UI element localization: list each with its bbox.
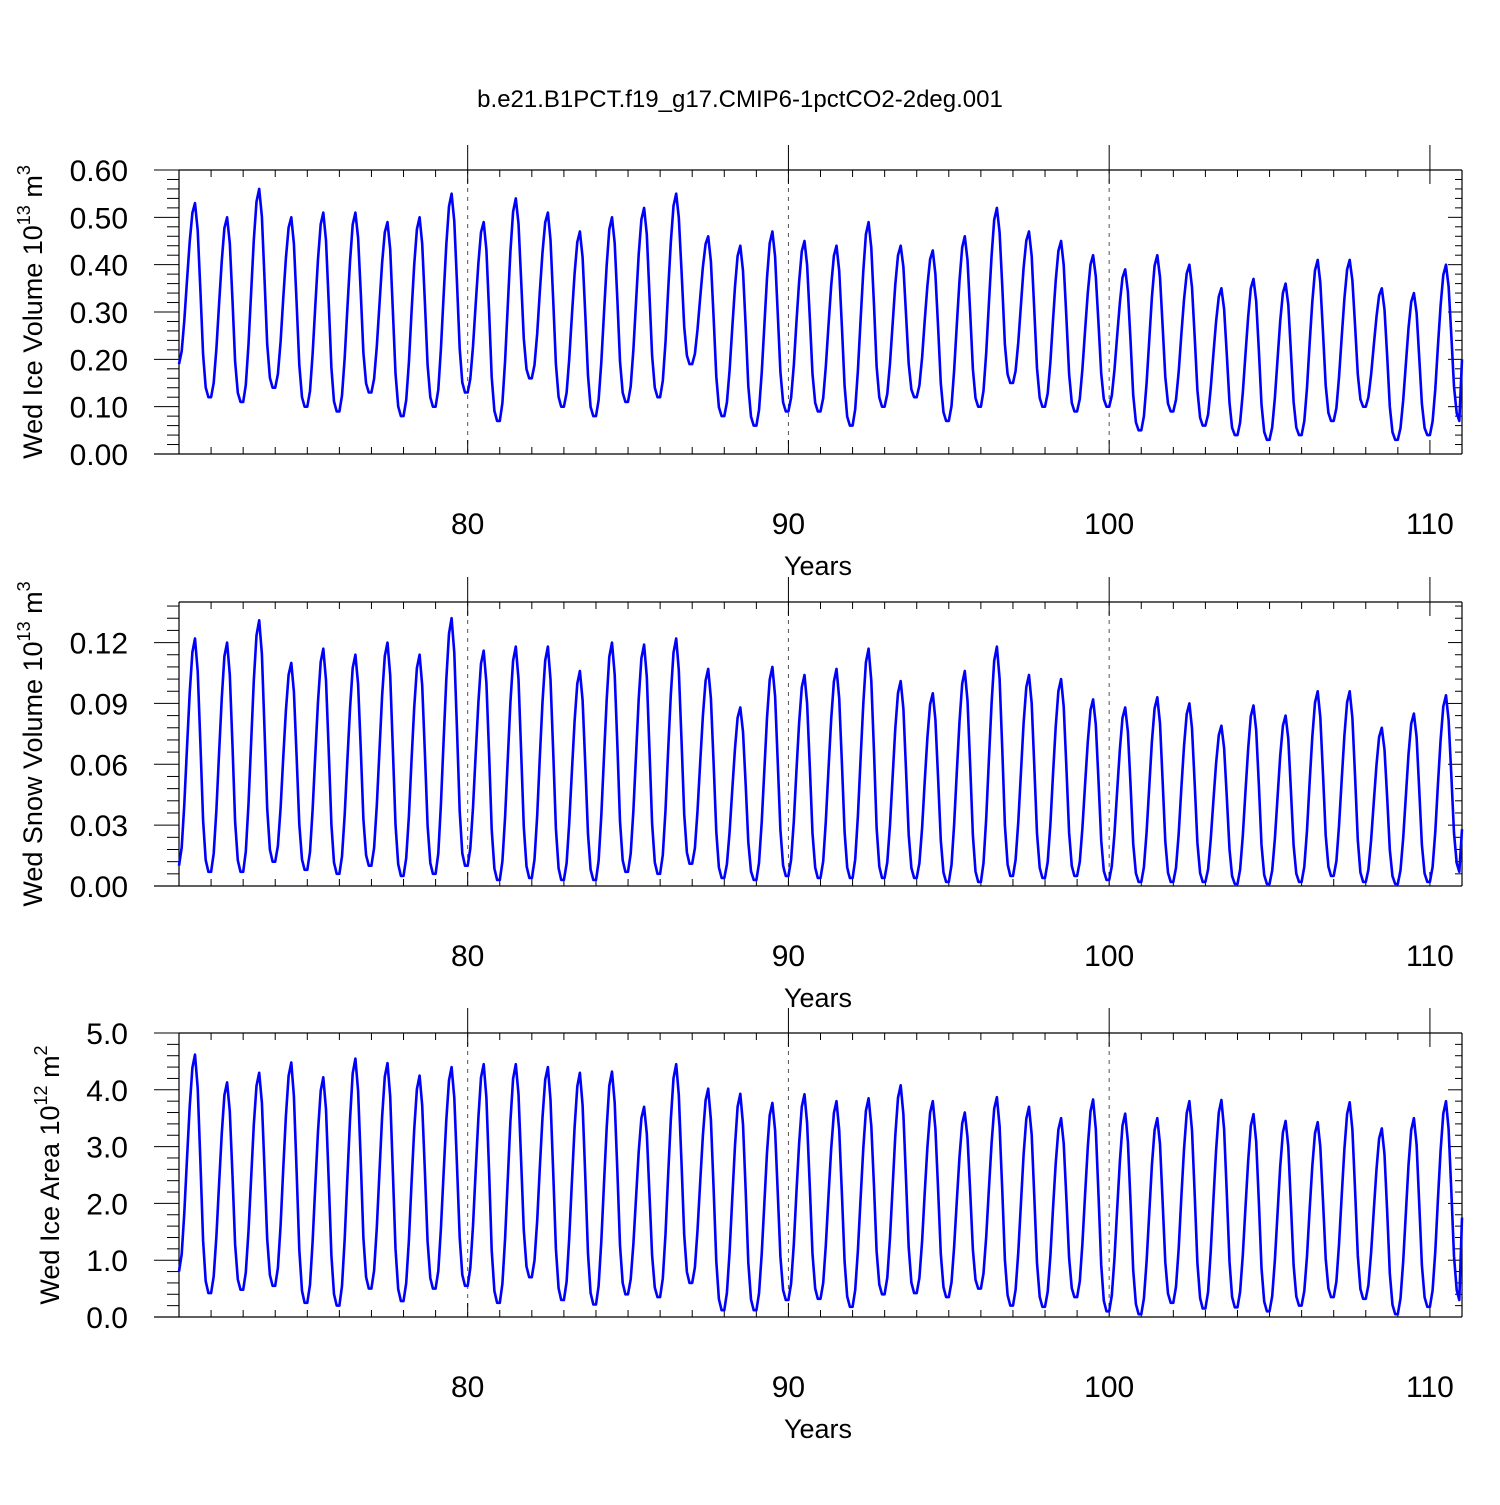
x-axis-label: Years (784, 1414, 852, 1444)
y-axis-label-part: 13 (14, 621, 34, 641)
y-axis-label-part: 3 (14, 165, 34, 175)
x-tick-label: 110 (1406, 1371, 1454, 1404)
series-line (177, 616, 1464, 886)
y-tick-label: 0.00 (70, 871, 128, 904)
y-axis-label-part: 13 (14, 205, 34, 225)
y-tick-label: 0.03 (70, 810, 128, 843)
y-axis-label: Wed Ice Volume 1013 m3 (14, 165, 48, 459)
x-tick-label: 80 (451, 1371, 484, 1404)
y-tick-label: 0.60 (70, 155, 128, 188)
y-tick-label: 0.10 (70, 392, 128, 425)
chart-panel-3: 80 90 100 110 0.0 1.0 2.0 3.0 4.0 5.0 Years Wed Ice… (31, 1008, 1464, 1444)
y-axis-label-part: m (18, 591, 48, 621)
y-axis-label-part: m (18, 175, 48, 205)
chart-panel-2: 80 90 100 110 0.00 0.03 0.06 0.09 0.12 Years Wed S… (14, 577, 1464, 1013)
y-tick-label: 0.06 (70, 749, 128, 782)
x-tick-label: 90 (772, 940, 805, 973)
x-tick-label: 110 (1406, 508, 1454, 541)
x-axis-label: Years (784, 551, 852, 581)
y-axis-label-part: Wed Ice Volume 10 (18, 225, 48, 459)
y-axis-label-part: 3 (14, 581, 34, 591)
y-axis-label: Wed Snow Volume 1013 m3 (14, 581, 48, 906)
y-tick-label: 5.0 (86, 1018, 128, 1051)
x-tick-label: 110 (1406, 940, 1454, 973)
x-tick-label: 100 (1084, 940, 1134, 973)
y-tick-label: 0.50 (70, 202, 128, 235)
y-axis-label-part: 2 (31, 1045, 51, 1055)
y-tick-label: 0.00 (70, 439, 128, 472)
y-axis-label-part: m (35, 1055, 65, 1085)
y-tick-label: 0.12 (70, 628, 128, 661)
y-tick-label: 2.0 (86, 1188, 128, 1221)
x-tick-label: 100 (1084, 508, 1134, 541)
y-tick-label: 3.0 (86, 1132, 128, 1165)
chart-panel-1: 80 90 100 110 0.00 0.10 0.20 0.30 0.40 0.50 0.60 Ye… (14, 145, 1464, 581)
y-tick-label: 0.0 (86, 1302, 128, 1335)
x-tick-label: 90 (772, 1371, 805, 1404)
y-axis-label: Wed Ice Area 1012 m2 (31, 1045, 65, 1304)
y-tick-label: 1.0 (86, 1245, 128, 1278)
y-tick-label: 0.09 (70, 688, 128, 721)
x-axis-label: Years (784, 983, 852, 1013)
y-tick-label: 4.0 (86, 1075, 128, 1108)
figure-title: b.e21.B1PCT.f19_g17.CMIP6-1pctCO2-2deg.0… (477, 86, 1003, 113)
y-tick-label: 0.30 (70, 297, 128, 330)
series-line (177, 187, 1464, 442)
x-tick-label: 80 (451, 940, 484, 973)
series-line (177, 1053, 1464, 1316)
x-tick-label: 100 (1084, 1371, 1134, 1404)
x-tick-label: 80 (451, 508, 484, 541)
y-tick-label: 0.20 (70, 344, 128, 377)
x-tick-label: 90 (772, 508, 805, 541)
y-axis-label-part: Wed Snow Volume 10 (18, 641, 48, 906)
y-tick-label: 0.40 (70, 250, 128, 283)
y-axis-label-part: 12 (31, 1085, 51, 1105)
y-axis-label-part: Wed Ice Area 10 (35, 1105, 65, 1304)
